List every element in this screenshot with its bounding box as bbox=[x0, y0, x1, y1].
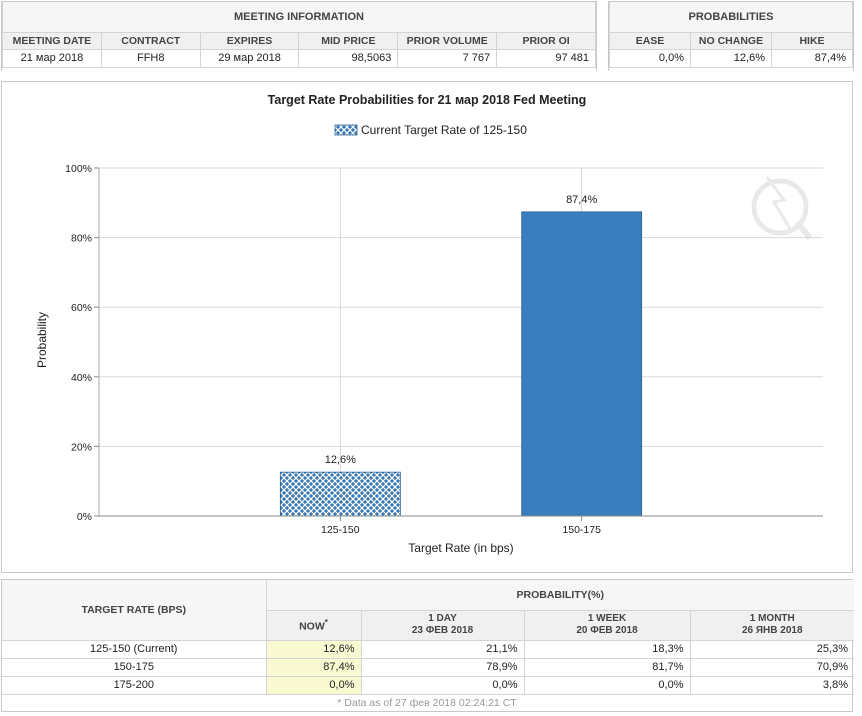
probability-table: TARGET RATE (BPS) PROBABILITY(%) NOW* 1 … bbox=[2, 580, 854, 695]
gridlines bbox=[99, 167, 823, 517]
expires-value: 29 мар 2018 bbox=[199, 48, 300, 68]
meeting-info-panel: MEETING INFORMATION MEETING DATE CONTRAC… bbox=[1, 1, 597, 71]
watermark-logo bbox=[751, 176, 813, 240]
y-axis-label: Probability bbox=[35, 312, 49, 368]
col-ease: EASE bbox=[609, 31, 691, 50]
col-1-week-label: 1 WEEK bbox=[587, 613, 627, 624]
col-1-week: 1 WEEK 20 ФЕВ 2018 bbox=[523, 609, 691, 641]
legend-swatch bbox=[334, 124, 358, 136]
row-1-week: 0,0% bbox=[523, 675, 691, 695]
bar bbox=[521, 211, 643, 517]
col-1-month-date: 26 ЯНВ 2018 bbox=[741, 625, 803, 636]
y-tick-label: 20% bbox=[71, 441, 92, 453]
x-axis-label: Target Rate (in bps) bbox=[408, 541, 513, 555]
col-mid-price: MID PRICE bbox=[298, 31, 399, 50]
col-contract: CONTRACT bbox=[100, 31, 201, 50]
x-axis: 125-150 150-175 bbox=[99, 515, 823, 536]
y-axis: 0% 20% 40% 60% 80% 100% bbox=[65, 163, 100, 523]
col-prior-volume: PRIOR VOLUME bbox=[397, 31, 498, 50]
bar-value-label: 12,6% bbox=[325, 454, 356, 466]
col-no-change: NO CHANGE bbox=[690, 31, 772, 50]
row-1-week: 81,7% bbox=[523, 657, 691, 677]
row-1-week: 18,3% bbox=[523, 639, 691, 659]
y-tick-label: 60% bbox=[71, 302, 92, 314]
y-tick-label: 0% bbox=[77, 511, 92, 523]
col-1-month-label: 1 MONTH bbox=[749, 613, 795, 624]
probabilities-panel: PROBABILITIES EASE NO CHANGE HIKE 0,0% 1… bbox=[608, 1, 854, 71]
bar bbox=[279, 471, 401, 517]
col-1-month: 1 MONTH 26 ЯНВ 2018 bbox=[689, 609, 854, 641]
col-now: NOW* bbox=[265, 609, 362, 641]
col-prior-oi: PRIOR OI bbox=[496, 31, 596, 50]
row-rate: 175-200 bbox=[2, 675, 267, 695]
probability-table-panel: TARGET RATE (BPS) PROBABILITY(%) NOW* 1 … bbox=[1, 579, 854, 712]
y-tick-label: 40% bbox=[71, 372, 92, 384]
probabilities-title: PROBABILITIES bbox=[609, 2, 853, 33]
col-1-day-label: 1 DAY bbox=[428, 613, 457, 624]
chart-title: Target Rate Probabilities for 21 мар 201… bbox=[268, 93, 587, 107]
legend-label: Current Target Rate of 125-150 bbox=[361, 123, 527, 137]
col-now-mark: * bbox=[324, 617, 328, 627]
col-hike: HIKE bbox=[771, 31, 853, 50]
prior-oi-value: 97 481 bbox=[496, 48, 596, 68]
col-1-day-date: 23 ФЕВ 2018 bbox=[411, 625, 474, 636]
col-expires: EXPIRES bbox=[199, 31, 300, 50]
row-now: 87,4% bbox=[265, 657, 362, 677]
x-tick-label: 125-150 bbox=[321, 524, 360, 536]
table-row: 150-175 87,4% 78,9% 81,7% 70,9% bbox=[2, 657, 854, 677]
y-tick-label: 80% bbox=[71, 233, 92, 245]
x-tick-label: 150-175 bbox=[562, 524, 601, 536]
meeting-date-value: 21 мар 2018 bbox=[2, 48, 102, 68]
bar-chart: Target Rate Probabilities for 21 мар 201… bbox=[35, 93, 823, 555]
chart-panel: Target Rate Probabilities for 21 мар 201… bbox=[1, 81, 853, 573]
row-1-day: 21,1% bbox=[360, 639, 525, 659]
row-1-month: 70,9% bbox=[689, 657, 854, 677]
col-1-day: 1 DAY 23 ФЕВ 2018 bbox=[360, 609, 525, 641]
row-1-month: 3,8% bbox=[689, 675, 854, 695]
target-rate-header: TARGET RATE (BPS) bbox=[2, 580, 267, 641]
row-now: 0,0% bbox=[265, 675, 362, 695]
col-1-week-date: 20 ФЕВ 2018 bbox=[576, 625, 638, 636]
row-rate: 125-150 (Current) bbox=[2, 639, 267, 659]
y-tick-label: 100% bbox=[65, 163, 92, 175]
meeting-info-table: MEETING INFORMATION MEETING DATE CONTRAC… bbox=[2, 2, 596, 68]
probability-group-header: PROBABILITY(%) bbox=[265, 580, 854, 611]
no-change-value: 12,6% bbox=[690, 48, 772, 68]
row-now: 12,6% bbox=[265, 639, 362, 659]
col-meeting-date: MEETING DATE bbox=[2, 31, 102, 50]
row-1-day: 0,0% bbox=[360, 675, 525, 695]
mid-price-value: 98,5063 bbox=[298, 48, 399, 68]
prior-volume-value: 7 767 bbox=[397, 48, 498, 68]
row-1-day: 78,9% bbox=[360, 657, 525, 677]
legend[interactable]: Current Target Rate of 125-150 bbox=[334, 123, 527, 137]
row-1-month: 25,3% bbox=[689, 639, 854, 659]
col-now-label: NOW bbox=[299, 620, 325, 633]
meeting-info-title: MEETING INFORMATION bbox=[2, 2, 596, 33]
table-row: 175-200 0,0% 0,0% 0,0% 3,8% bbox=[2, 675, 854, 695]
probabilities-table: PROBABILITIES EASE NO CHANGE HIKE 0,0% 1… bbox=[609, 2, 853, 68]
contract-value: FFH8 bbox=[100, 48, 201, 68]
footnote: * Data as of 27 фев 2018 02:24:21 CT bbox=[337, 697, 517, 709]
bars: 12,6% 87,4% bbox=[279, 194, 643, 517]
table-row: 125-150 (Current) 12,6% 21,1% 18,3% 25,3… bbox=[2, 639, 854, 659]
row-rate: 150-175 bbox=[2, 657, 267, 677]
bar-value-label: 87,4% bbox=[566, 194, 597, 206]
ease-value: 0,0% bbox=[609, 48, 691, 68]
hike-value: 87,4% bbox=[771, 48, 853, 68]
